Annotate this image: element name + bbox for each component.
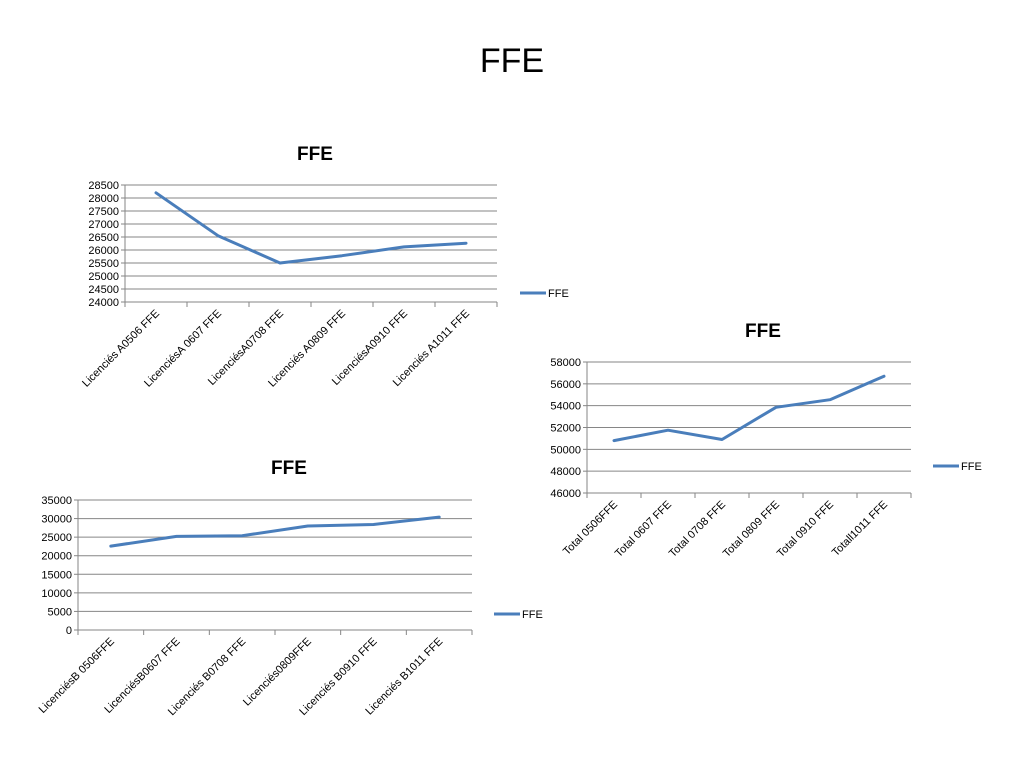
y-tick-label: 58000 [550,357,581,369]
legend-label: FFE [961,461,982,473]
y-tick-label: 25000 [88,271,119,283]
slide-title: FFE [479,42,545,80]
series-line [612,374,886,443]
y-tick-label: 20000 [41,551,72,563]
y-tick-label: 26500 [88,232,119,244]
y-tick-label: 24000 [88,297,119,309]
y-tick-label: 10000 [41,588,72,600]
y-tick-label: 0 [66,625,72,637]
y-tick-label: 30000 [41,514,72,526]
x-tick-label: Licenciés0809FFE [241,636,314,709]
y-tick-label: 56000 [550,379,581,391]
y-tick-label: 5000 [48,606,72,618]
y-tick-label: 35000 [41,495,72,507]
series-line [154,191,468,265]
y-tick-label: 54000 [550,401,581,413]
y-tick-label: 48000 [550,466,581,478]
y-tick-label: 25500 [88,258,119,270]
y-tick-label: 15000 [41,569,72,581]
chart-title: FFE [271,458,307,479]
y-tick-label: 52000 [550,423,581,435]
series-line [109,515,441,548]
y-tick-label: 28500 [88,180,119,192]
y-tick-label: 50000 [550,444,581,456]
y-tick-label: 25000 [41,532,72,544]
chart-title: FFE [297,144,333,165]
y-tick-label: 26000 [88,245,119,257]
legend-label: FFE [548,288,569,300]
legend-label: FFE [522,609,543,621]
y-tick-label: 27000 [88,219,119,231]
y-tick-label: 27500 [88,206,119,218]
y-tick-label: 28000 [88,193,119,205]
y-tick-label: 24500 [88,284,119,296]
y-tick-label: 46000 [550,488,581,500]
chart-title: FFE [745,321,781,342]
